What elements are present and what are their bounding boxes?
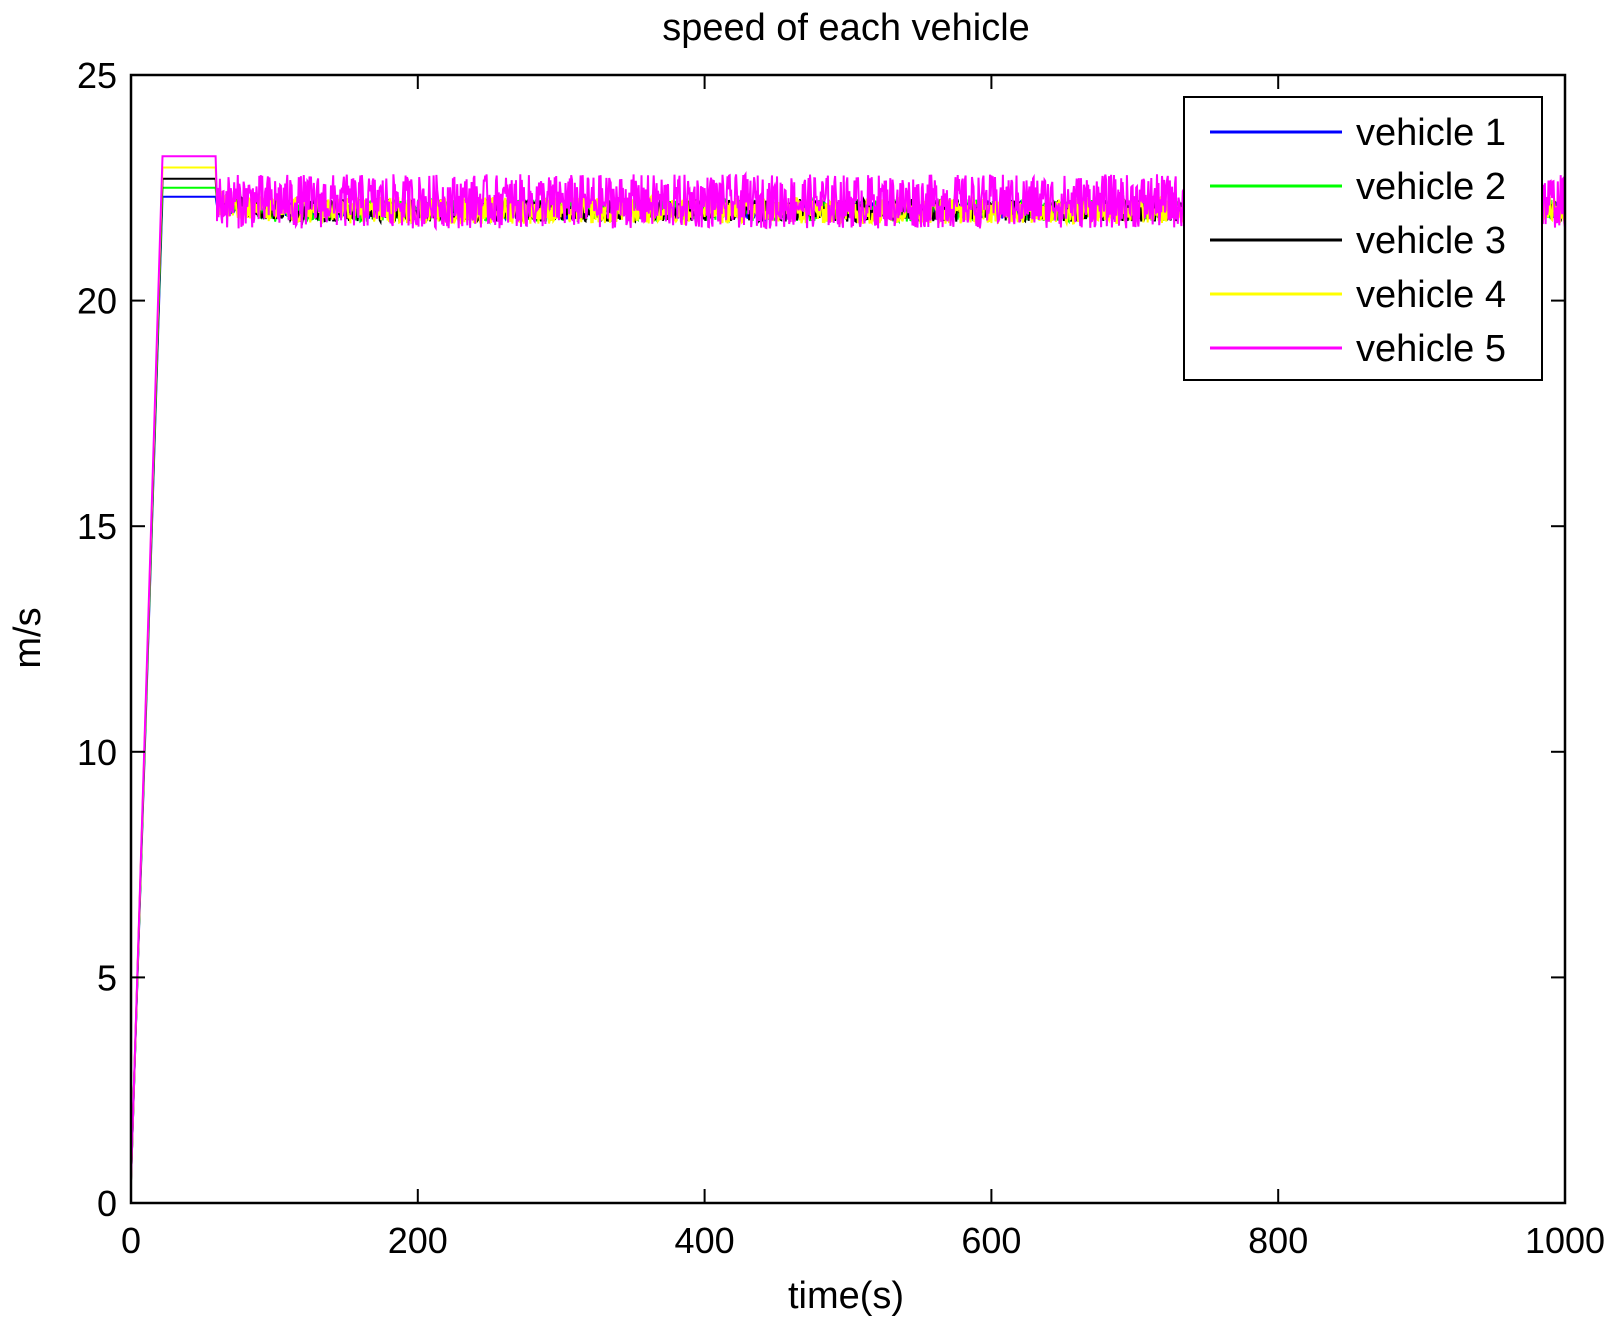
y-tick-label: 25 [77, 55, 117, 96]
legend-label: vehicle 2 [1356, 166, 1506, 208]
y-axis-label: m/s [7, 607, 49, 668]
x-tick-label: 1000 [1525, 1220, 1605, 1261]
y-tick-label: 0 [97, 1183, 117, 1224]
x-tick-label: 600 [961, 1220, 1021, 1261]
x-tick-label: 0 [121, 1220, 141, 1261]
x-tick-label: 200 [388, 1220, 448, 1261]
x-axis-label: time(s) [788, 1275, 904, 1317]
legend-label: vehicle 4 [1356, 274, 1506, 316]
legend-items: vehicle 1 vehicle 2 vehicle 3 vehicle 4 vehi… [1210, 112, 1506, 370]
ticks-layer: 0 200 400 600 800 1000 0 5 10 15 20 25 [77, 55, 1605, 1261]
legend-label: vehicle 3 [1356, 220, 1506, 262]
x-tick-label: 800 [1248, 1220, 1308, 1261]
y-tick-label: 20 [77, 281, 117, 322]
chart-title: speed of each vehicle [662, 7, 1030, 49]
y-tick-label: 15 [77, 506, 117, 547]
y-tick-label: 5 [97, 957, 117, 998]
x-tick-label: 400 [675, 1220, 735, 1261]
legend-label: vehicle 1 [1356, 112, 1506, 154]
y-tick-label: 10 [77, 732, 117, 773]
legend: vehicle 1 vehicle 2 vehicle 3 vehicle 4 vehi… [1183, 96, 1543, 381]
axes-box [129, 73, 1567, 1205]
legend-label: vehicle 5 [1356, 328, 1506, 370]
